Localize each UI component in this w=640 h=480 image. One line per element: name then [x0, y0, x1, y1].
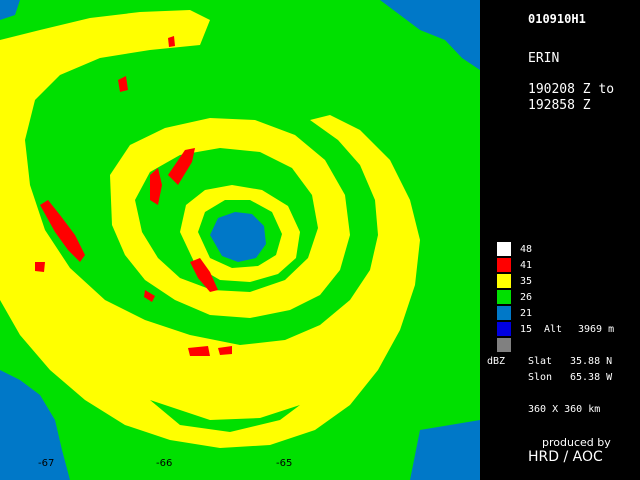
legend-label-48: 48: [520, 244, 533, 255]
reflectivity-21-sw-corner: [0, 370, 70, 480]
reflectivity-41-cell: [168, 148, 195, 185]
legend-label-41: 41: [520, 260, 533, 271]
legend-swatch-21: [497, 306, 511, 320]
legend-swatch-48: [497, 242, 511, 256]
reflectivity-35-outer-band: [0, 10, 420, 448]
reflectivity-41-cell: [188, 346, 210, 356]
time-end: 192858 Z: [528, 98, 591, 113]
reflectivity-21-nw-spot: [0, 0, 20, 20]
reflectivity-21-ne-corner: [380, 0, 480, 70]
x-tick-label: -66: [156, 458, 173, 469]
time-start: 190208 Z to: [528, 82, 615, 97]
legend-label-26: 26: [520, 292, 533, 303]
reflectivity-41-cell: [150, 168, 162, 205]
legend-swatch-26: [497, 290, 511, 304]
legend-label-21: 21: [520, 308, 533, 319]
flight-id: 010910H1: [528, 12, 586, 26]
info-panel: 010910H1 ERIN 190208 Z to 192858 Z 48 41…: [480, 0, 640, 480]
reflectivity-41-cell: [168, 36, 175, 47]
slon-value: 65.38 W: [570, 372, 613, 383]
legend-label-15: 15: [520, 324, 533, 335]
alt-label: Alt: [544, 324, 563, 335]
credit-produced-by: produced by: [542, 436, 611, 449]
reflectivity-41-cell: [190, 258, 218, 292]
reflectivity-41-cell: [40, 200, 85, 262]
legend-swatch-35: [497, 274, 511, 288]
reflectivity-41-cell: [144, 290, 155, 302]
reflectivity-41-cell: [35, 262, 45, 272]
slon-label: Slon: [528, 372, 553, 383]
legend-swatch-15: [497, 322, 511, 336]
reflectivity-26-gap: [150, 400, 300, 432]
reflectivity-21-se-corner: [410, 420, 480, 480]
reflectivity-41-cell: [218, 346, 232, 355]
hurricane-eye: [210, 212, 266, 262]
storm-name: ERIN: [528, 51, 560, 66]
credit-org: HRD / AOC: [528, 449, 603, 465]
legend-label-35: 35: [520, 276, 533, 287]
domain-size: 360 X 360 km: [528, 404, 601, 415]
units-label: dBZ: [487, 356, 506, 367]
slat-label: Slat: [528, 356, 553, 367]
radar-reflectivity-map: [0, 0, 480, 480]
reflectivity-41-cell: [118, 76, 128, 92]
x-tick-label: -65: [276, 458, 293, 469]
legend-swatch-nodata: [497, 338, 511, 352]
alt-value: 3969 m: [578, 324, 615, 335]
x-tick-label: -67: [38, 458, 55, 469]
slat-value: 35.88 N: [570, 356, 613, 367]
legend-swatch-41: [497, 258, 511, 272]
